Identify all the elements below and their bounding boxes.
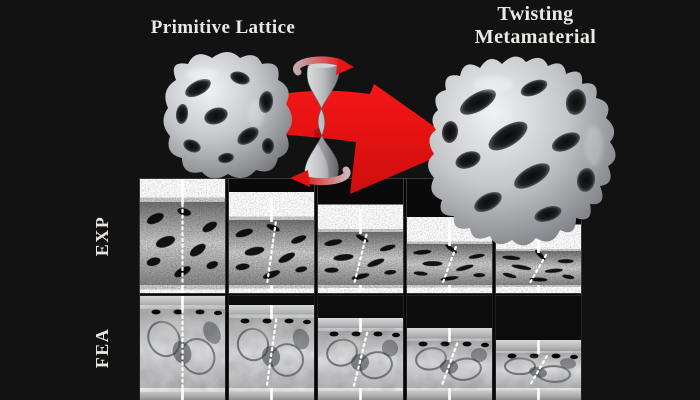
- twisting-metamaterial-render: [428, 56, 616, 246]
- fea-panel-1: [139, 295, 226, 400]
- twisting-metamaterial-title: Twisting Metamaterial: [428, 3, 643, 49]
- row-label-exp: EXP: [92, 215, 112, 257]
- fea-panel-2: [228, 295, 315, 400]
- twisting-metamaterial-title-line2: Metamaterial: [474, 26, 597, 48]
- fea-panel-5: [495, 295, 582, 400]
- fea-panel-4: [406, 295, 493, 400]
- exp-panel-3: [317, 178, 404, 294]
- row-label-fea: FEA: [92, 327, 112, 369]
- rotation-arrow-top-icon: [293, 56, 354, 76]
- primitive-lattice-render: [163, 52, 292, 179]
- exp-panel-2: [228, 178, 315, 294]
- primitive-lattice-title: Primitive Lattice: [150, 17, 296, 38]
- fea-panel-3: [317, 295, 404, 400]
- rotation-arrow-bottom-icon: [290, 166, 351, 187]
- twisting-metamaterial-title-line1: Twisting: [497, 3, 574, 25]
- transform-arrow-icon: [240, 84, 462, 194]
- twist-prism-icon: [290, 56, 354, 187]
- metamaterial-pores: [441, 79, 596, 222]
- exp-panel-1: [139, 178, 226, 294]
